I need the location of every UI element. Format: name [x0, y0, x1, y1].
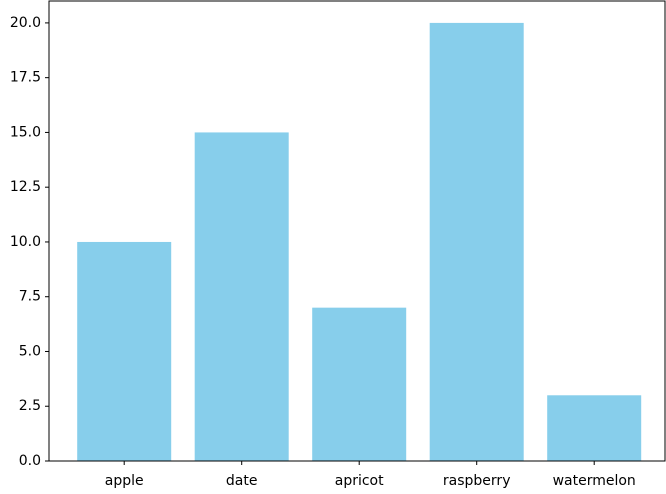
bar: [77, 241, 172, 461]
y-tick-label: 12.5: [10, 179, 41, 195]
x-tick-label: watermelon: [553, 473, 636, 489]
y-tick-label: 20.0: [10, 15, 41, 31]
y-tick-label: 0.0: [19, 453, 41, 469]
x-tick-label: apricot: [335, 473, 384, 489]
y-tick-label: 7.5: [19, 289, 41, 305]
bar: [547, 395, 642, 461]
x-tick-label: date: [226, 473, 258, 489]
bar: [312, 307, 407, 461]
x-tick-label: apple: [105, 473, 144, 489]
x-tick-label: raspberry: [443, 473, 511, 489]
axes-spines: [48, 0, 666, 462]
bar: [429, 22, 524, 462]
y-tick-label: 5.0: [19, 343, 41, 359]
bar: [194, 132, 289, 461]
y-tick-label: 10.0: [10, 234, 41, 250]
y-tick-label: 15.0: [10, 124, 41, 140]
y-tick-label: 17.5: [10, 70, 41, 86]
y-tick-label: 2.5: [19, 398, 41, 414]
